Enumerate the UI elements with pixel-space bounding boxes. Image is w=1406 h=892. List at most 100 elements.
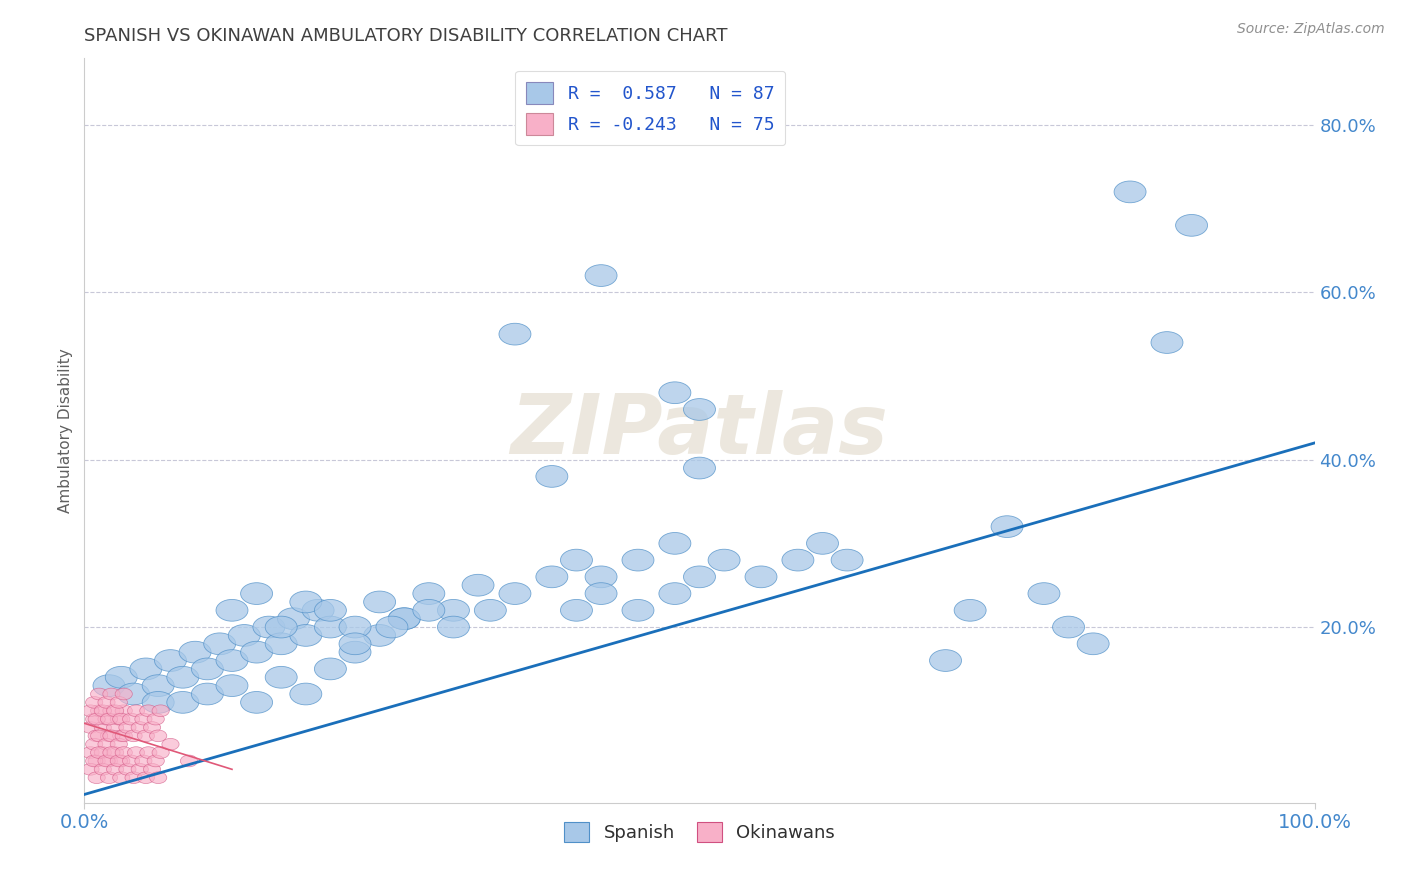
Circle shape <box>831 549 863 571</box>
Circle shape <box>167 691 198 714</box>
Circle shape <box>112 772 129 783</box>
Text: ZIPatlas: ZIPatlas <box>510 390 889 471</box>
Circle shape <box>240 691 273 714</box>
Circle shape <box>103 747 120 758</box>
Circle shape <box>82 747 98 758</box>
Circle shape <box>561 549 592 571</box>
Circle shape <box>1114 181 1146 202</box>
Circle shape <box>807 533 838 554</box>
Circle shape <box>659 582 690 605</box>
Circle shape <box>107 705 124 716</box>
Circle shape <box>115 747 132 758</box>
Circle shape <box>128 705 145 716</box>
Circle shape <box>266 616 297 638</box>
Circle shape <box>110 739 128 750</box>
Circle shape <box>98 739 115 750</box>
Circle shape <box>585 582 617 605</box>
Circle shape <box>94 705 111 716</box>
Circle shape <box>122 756 139 767</box>
Circle shape <box>1053 616 1084 638</box>
Circle shape <box>191 683 224 705</box>
Circle shape <box>683 399 716 420</box>
Circle shape <box>100 756 118 767</box>
Circle shape <box>217 599 247 621</box>
Circle shape <box>107 747 124 758</box>
Circle shape <box>745 566 778 588</box>
Circle shape <box>621 549 654 571</box>
Circle shape <box>474 599 506 621</box>
Circle shape <box>103 688 120 700</box>
Circle shape <box>139 705 157 716</box>
Circle shape <box>585 566 617 588</box>
Circle shape <box>82 705 98 716</box>
Circle shape <box>110 714 128 725</box>
Circle shape <box>290 683 322 705</box>
Circle shape <box>103 730 120 742</box>
Circle shape <box>253 616 285 638</box>
Circle shape <box>110 756 128 767</box>
Circle shape <box>302 599 335 621</box>
Circle shape <box>93 674 125 697</box>
Circle shape <box>129 658 162 680</box>
Circle shape <box>89 730 105 742</box>
Circle shape <box>277 607 309 630</box>
Circle shape <box>290 624 322 647</box>
Circle shape <box>155 649 187 672</box>
Circle shape <box>142 691 174 714</box>
Circle shape <box>148 756 165 767</box>
Circle shape <box>217 649 247 672</box>
Circle shape <box>1077 633 1109 655</box>
Circle shape <box>118 683 149 705</box>
Circle shape <box>315 658 346 680</box>
Circle shape <box>217 674 247 697</box>
Circle shape <box>135 756 152 767</box>
Circle shape <box>115 730 132 742</box>
Circle shape <box>149 730 167 742</box>
Circle shape <box>437 616 470 638</box>
Circle shape <box>167 666 198 688</box>
Legend: Spanish, Okinawans: Spanish, Okinawans <box>557 814 842 850</box>
Circle shape <box>107 764 124 775</box>
Circle shape <box>94 764 111 775</box>
Circle shape <box>143 722 160 733</box>
Circle shape <box>375 616 408 638</box>
Circle shape <box>125 772 142 783</box>
Y-axis label: Ambulatory Disability: Ambulatory Disability <box>58 348 73 513</box>
Circle shape <box>120 764 136 775</box>
Circle shape <box>86 756 103 767</box>
Circle shape <box>180 756 198 767</box>
Circle shape <box>339 633 371 655</box>
Circle shape <box>1175 214 1208 236</box>
Circle shape <box>1028 582 1060 605</box>
Circle shape <box>955 599 986 621</box>
Circle shape <box>89 756 105 767</box>
Circle shape <box>115 705 132 716</box>
Circle shape <box>138 730 155 742</box>
Circle shape <box>143 764 160 775</box>
Circle shape <box>659 382 690 403</box>
Circle shape <box>128 747 145 758</box>
Circle shape <box>709 549 740 571</box>
Circle shape <box>228 624 260 647</box>
Circle shape <box>100 714 118 725</box>
Circle shape <box>90 730 108 742</box>
Circle shape <box>148 714 165 725</box>
Circle shape <box>388 607 420 630</box>
Circle shape <box>536 566 568 588</box>
Circle shape <box>90 747 108 758</box>
Circle shape <box>142 674 174 697</box>
Circle shape <box>179 641 211 663</box>
Circle shape <box>82 722 98 733</box>
Circle shape <box>266 666 297 688</box>
Circle shape <box>94 747 111 758</box>
Circle shape <box>204 633 236 655</box>
Circle shape <box>162 739 179 750</box>
Circle shape <box>82 764 98 775</box>
Circle shape <box>499 582 531 605</box>
Circle shape <box>100 772 118 783</box>
Circle shape <box>94 722 111 733</box>
Circle shape <box>240 582 273 605</box>
Circle shape <box>120 722 136 733</box>
Circle shape <box>782 549 814 571</box>
Circle shape <box>364 591 395 613</box>
